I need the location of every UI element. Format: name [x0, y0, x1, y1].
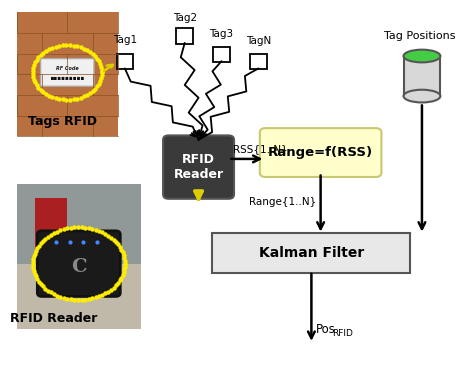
Text: Range=f(RSS): Range=f(RSS): [268, 146, 373, 159]
FancyBboxPatch shape: [403, 56, 440, 96]
FancyBboxPatch shape: [17, 184, 141, 264]
Text: Tag2: Tag2: [173, 13, 197, 23]
Text: Range{1..N}: Range{1..N}: [249, 197, 316, 207]
FancyBboxPatch shape: [35, 198, 67, 249]
FancyBboxPatch shape: [212, 233, 410, 273]
FancyBboxPatch shape: [213, 47, 230, 62]
FancyBboxPatch shape: [250, 54, 267, 69]
Ellipse shape: [403, 50, 440, 62]
FancyBboxPatch shape: [37, 231, 120, 297]
Text: Kalman Filter: Kalman Filter: [259, 246, 364, 260]
Text: Tags RFID: Tags RFID: [28, 115, 97, 128]
Text: RSS{1..N}: RSS{1..N}: [233, 144, 288, 154]
Text: RFID
Reader: RFID Reader: [173, 153, 224, 181]
Text: Tag1: Tag1: [113, 34, 137, 45]
Text: █ █ █ █ █ █ █ █ █: █ █ █ █ █ █ █ █ █: [50, 76, 84, 80]
Text: Pos: Pos: [316, 323, 336, 336]
Text: Tag Positions: Tag Positions: [384, 32, 456, 41]
FancyBboxPatch shape: [176, 28, 193, 44]
Text: C: C: [71, 258, 87, 276]
Text: RFID: RFID: [332, 329, 353, 338]
FancyBboxPatch shape: [163, 135, 234, 199]
Text: RFID Reader: RFID Reader: [10, 312, 97, 325]
FancyBboxPatch shape: [260, 128, 382, 177]
FancyBboxPatch shape: [117, 54, 133, 69]
Text: RF Code: RF Code: [56, 66, 79, 71]
FancyBboxPatch shape: [17, 12, 118, 136]
Ellipse shape: [403, 90, 440, 102]
Text: Tag3: Tag3: [210, 29, 234, 39]
FancyBboxPatch shape: [41, 59, 94, 86]
Text: TagN: TagN: [246, 36, 271, 47]
FancyBboxPatch shape: [17, 184, 141, 329]
